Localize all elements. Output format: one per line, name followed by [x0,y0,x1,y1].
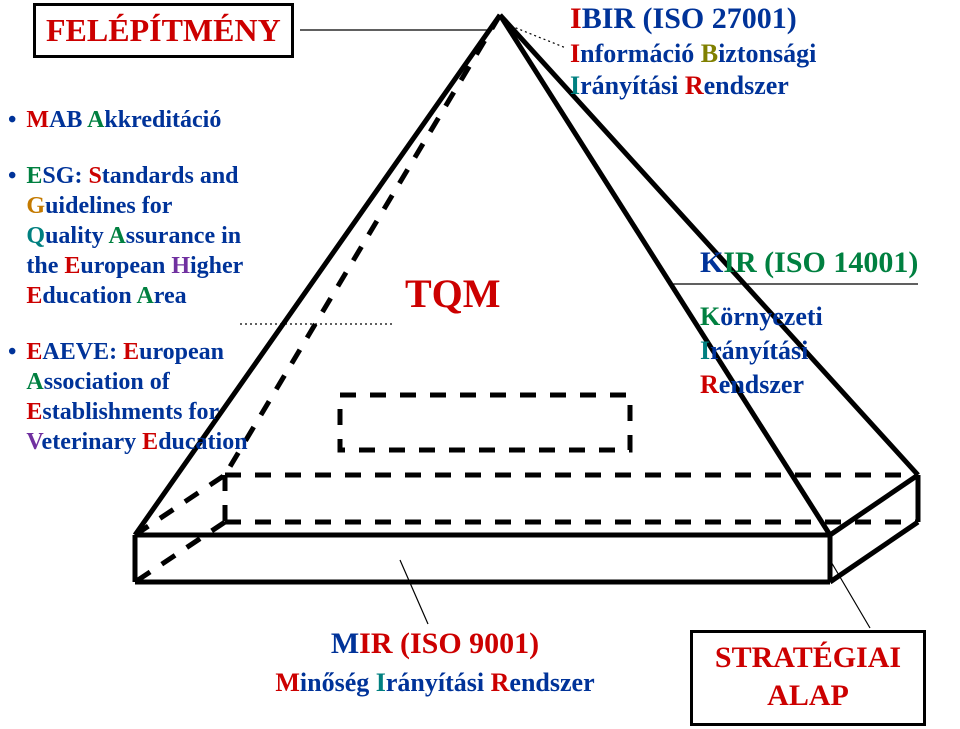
strategiai-line1: STRATÉGIAI [693,641,923,675]
ibir-rest: BIR (ISO 27001) [582,2,797,35]
ibir-prefix: I [570,2,582,35]
tqm-label: TQM [405,270,501,317]
left-bullet-list: • MAB Akkreditáció • ESG: Standards andGuid… [8,105,298,483]
bullet-icon: • [8,161,16,191]
strategiai-box: STRATÉGIAI ALAP [690,630,926,726]
list-item: • ESG: Standards andGuidelines forQuality… [8,161,298,311]
mir-block: MIR (ISO 9001) Minőség Irányítási Rendsz… [225,624,645,700]
kir-block: KIR (ISO 14001) Környezeti Irányítási Re… [700,243,950,401]
kir-header: KIR (ISO 14001) [700,243,950,282]
bullet-icon: • [8,337,16,367]
ibir-header: IBIR (ISO 27001) [570,0,950,38]
list-item-body: ESG: Standards andGuidelines forQuality … [26,161,243,311]
mir-sub: Minőség Irányítási Rendszer [225,665,645,700]
mir-header: MIR (ISO 9001) [225,624,645,665]
felepitmeny-box: FELÉPÍTMÉNY [33,3,294,58]
strategiai-line2: ALAP [693,679,923,713]
bullet-icon: • [8,105,16,135]
ibir-line3: Irányítási Rendszer [570,70,950,103]
list-item-body: EAEVE: EuropeanAssociation ofEstablishme… [26,337,247,457]
kir-line2: Környezeti [700,300,950,334]
kir-line3: Irányítási [700,334,950,368]
ibir-line2: Információ Biztonsági [570,38,950,71]
list-item: • EAEVE: EuropeanAssociation ofEstablishm… [8,337,298,457]
list-item-body: MAB Akkreditáció [26,105,221,135]
diagram-stage: FELÉPÍTMÉNY TQM IBIR (ISO 27001) Informá… [0,0,960,729]
kir-line4: Rendszer [700,368,950,402]
list-item: • MAB Akkreditáció [8,105,298,135]
ibir-block: IBIR (ISO 27001) Információ Biztonsági I… [570,0,950,103]
